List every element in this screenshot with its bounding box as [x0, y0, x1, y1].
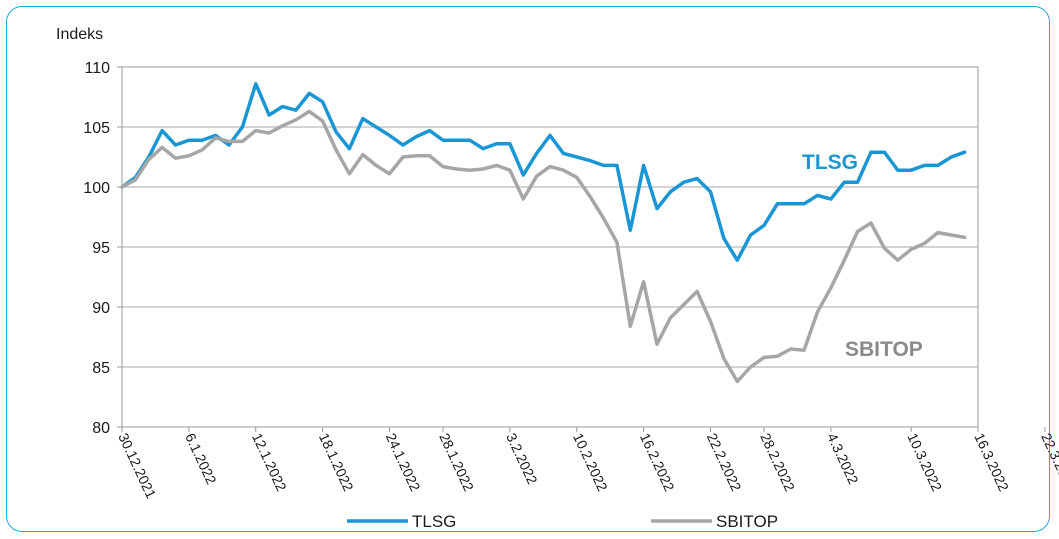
x-tick-label: 28.2.2022 [757, 431, 798, 494]
sbitop-series-annotation: SBITOP [845, 338, 923, 361]
y-tick-label: 110 [84, 60, 110, 77]
x-tick-label: 3.2.2022 [503, 431, 541, 487]
x-tick-label: 22.2.2022 [704, 431, 745, 494]
y-axis-label: Indeks [56, 26, 103, 43]
x-tick-label: 6.1.2022 [182, 431, 220, 487]
legend-label-tlsg: TLSG [412, 512, 456, 531]
x-axis: 30.12.2021 6.1.2022 12.1.2022 18.1.2022 24.1… [115, 427, 1059, 501]
y-tick-label: 85 [92, 360, 110, 377]
x-tick-label: 28.1.2022 [436, 431, 477, 494]
tlsg-series-annotation: TLSG [802, 151, 858, 174]
legend: TLSG SBITOP [347, 512, 778, 531]
y-tick-label: 80 [92, 420, 110, 437]
x-tick-label: 16.3.2022 [971, 431, 1012, 494]
x-tick-label: 30.12.2021 [115, 431, 159, 501]
series-line-sbitop [120, 109, 967, 384]
y-tick-label: 90 [92, 300, 110, 317]
legend-label-sbitop: SBITOP [716, 512, 778, 531]
x-tick-label: 18.1.2022 [316, 431, 357, 494]
x-tick-label: 24.1.2022 [383, 431, 424, 494]
chart-frame [6, 6, 1050, 532]
x-tick-label: 4.3.2022 [824, 431, 862, 487]
x-tick-label: 16.2.2022 [637, 431, 678, 494]
x-tick-label: 22.3.2022 [1038, 431, 1059, 494]
y-tick-label: 105 [83, 120, 110, 137]
y-axis: 80 85 90 95 100 105 110 [83, 60, 122, 437]
y-tick-label: 100 [83, 180, 110, 197]
x-tick-label: 12.1.2022 [249, 431, 290, 494]
x-tick-label: 10.2.2022 [570, 431, 611, 494]
y-tick-label: 95 [92, 240, 110, 257]
series-line-tlsg [120, 82, 967, 262]
series-lines [120, 82, 967, 384]
x-tick-label: 10.3.2022 [904, 431, 945, 494]
